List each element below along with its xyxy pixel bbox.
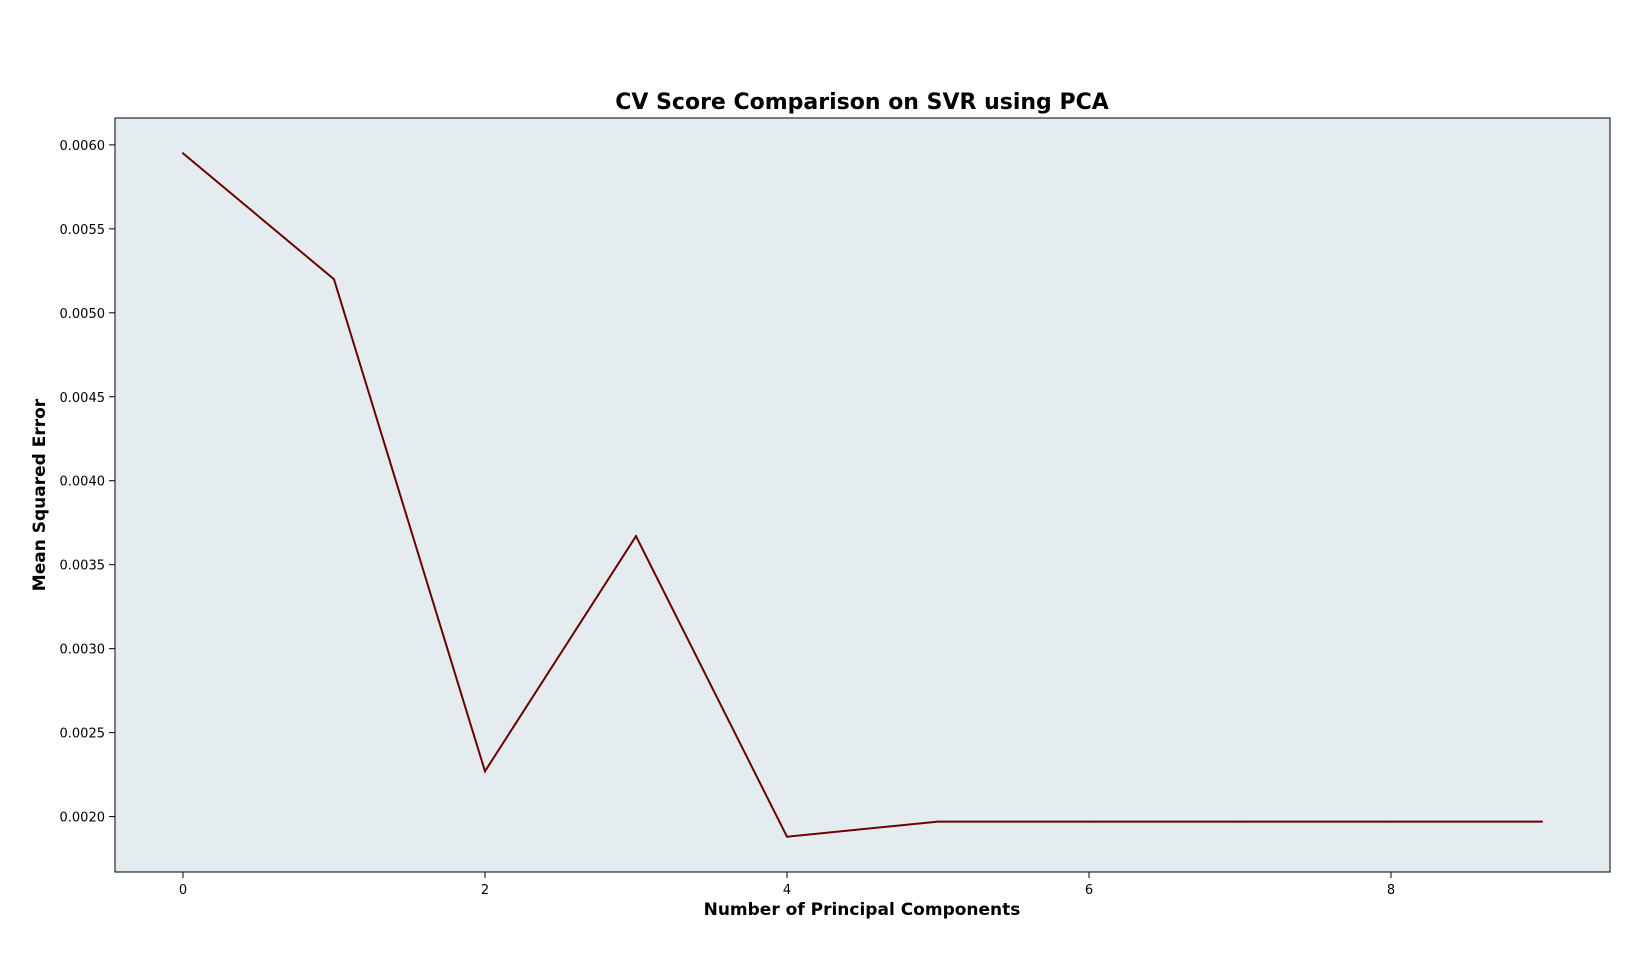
series-line-0 [182, 152, 1543, 838]
plot-area [114, 117, 1611, 873]
data-point [785, 835, 788, 838]
y-tick-label: 0.0040 [60, 475, 106, 490]
y-axis: 0.0020 0.0025 0.0030 0.0035 0.0040 0.0045 0.00… [60, 139, 115, 826]
y-tick-label: 0.0020 [60, 811, 106, 826]
y-tick-label: 0.0050 [60, 307, 106, 322]
data-point [181, 152, 184, 155]
y-tick-label: 0.0060 [60, 139, 106, 154]
y-tick-label: 0.0055 [60, 223, 106, 238]
data-point [937, 820, 940, 823]
data-point [332, 278, 335, 281]
y-axis-label: Mean Squared Error [30, 398, 50, 591]
y-tick-label: 0.0030 [60, 643, 106, 658]
x-tick-label: 0 [179, 883, 187, 898]
data-point [634, 535, 637, 538]
data-point [1088, 820, 1091, 823]
y-tick-label: 0.0025 [60, 727, 106, 742]
x-axis: 0 2 4 6 8 [179, 872, 1395, 898]
y-tick-label: 0.0035 [60, 559, 106, 574]
x-tick-label: 4 [783, 883, 791, 898]
x-tick-label: 2 [481, 883, 489, 898]
chart-title: CV Score Comparison on SVR using PCA [615, 90, 1109, 115]
x-axis-label: Number of Principal Components [704, 900, 1021, 920]
data-point [1239, 820, 1242, 823]
data-point [483, 770, 486, 773]
x-tick-label: 6 [1085, 883, 1093, 898]
y-tick-label: 0.0045 [60, 391, 106, 406]
x-tick-label: 8 [1387, 883, 1395, 898]
series-layer [181, 152, 1544, 838]
data-point [1541, 820, 1544, 823]
data-point [1390, 820, 1393, 823]
